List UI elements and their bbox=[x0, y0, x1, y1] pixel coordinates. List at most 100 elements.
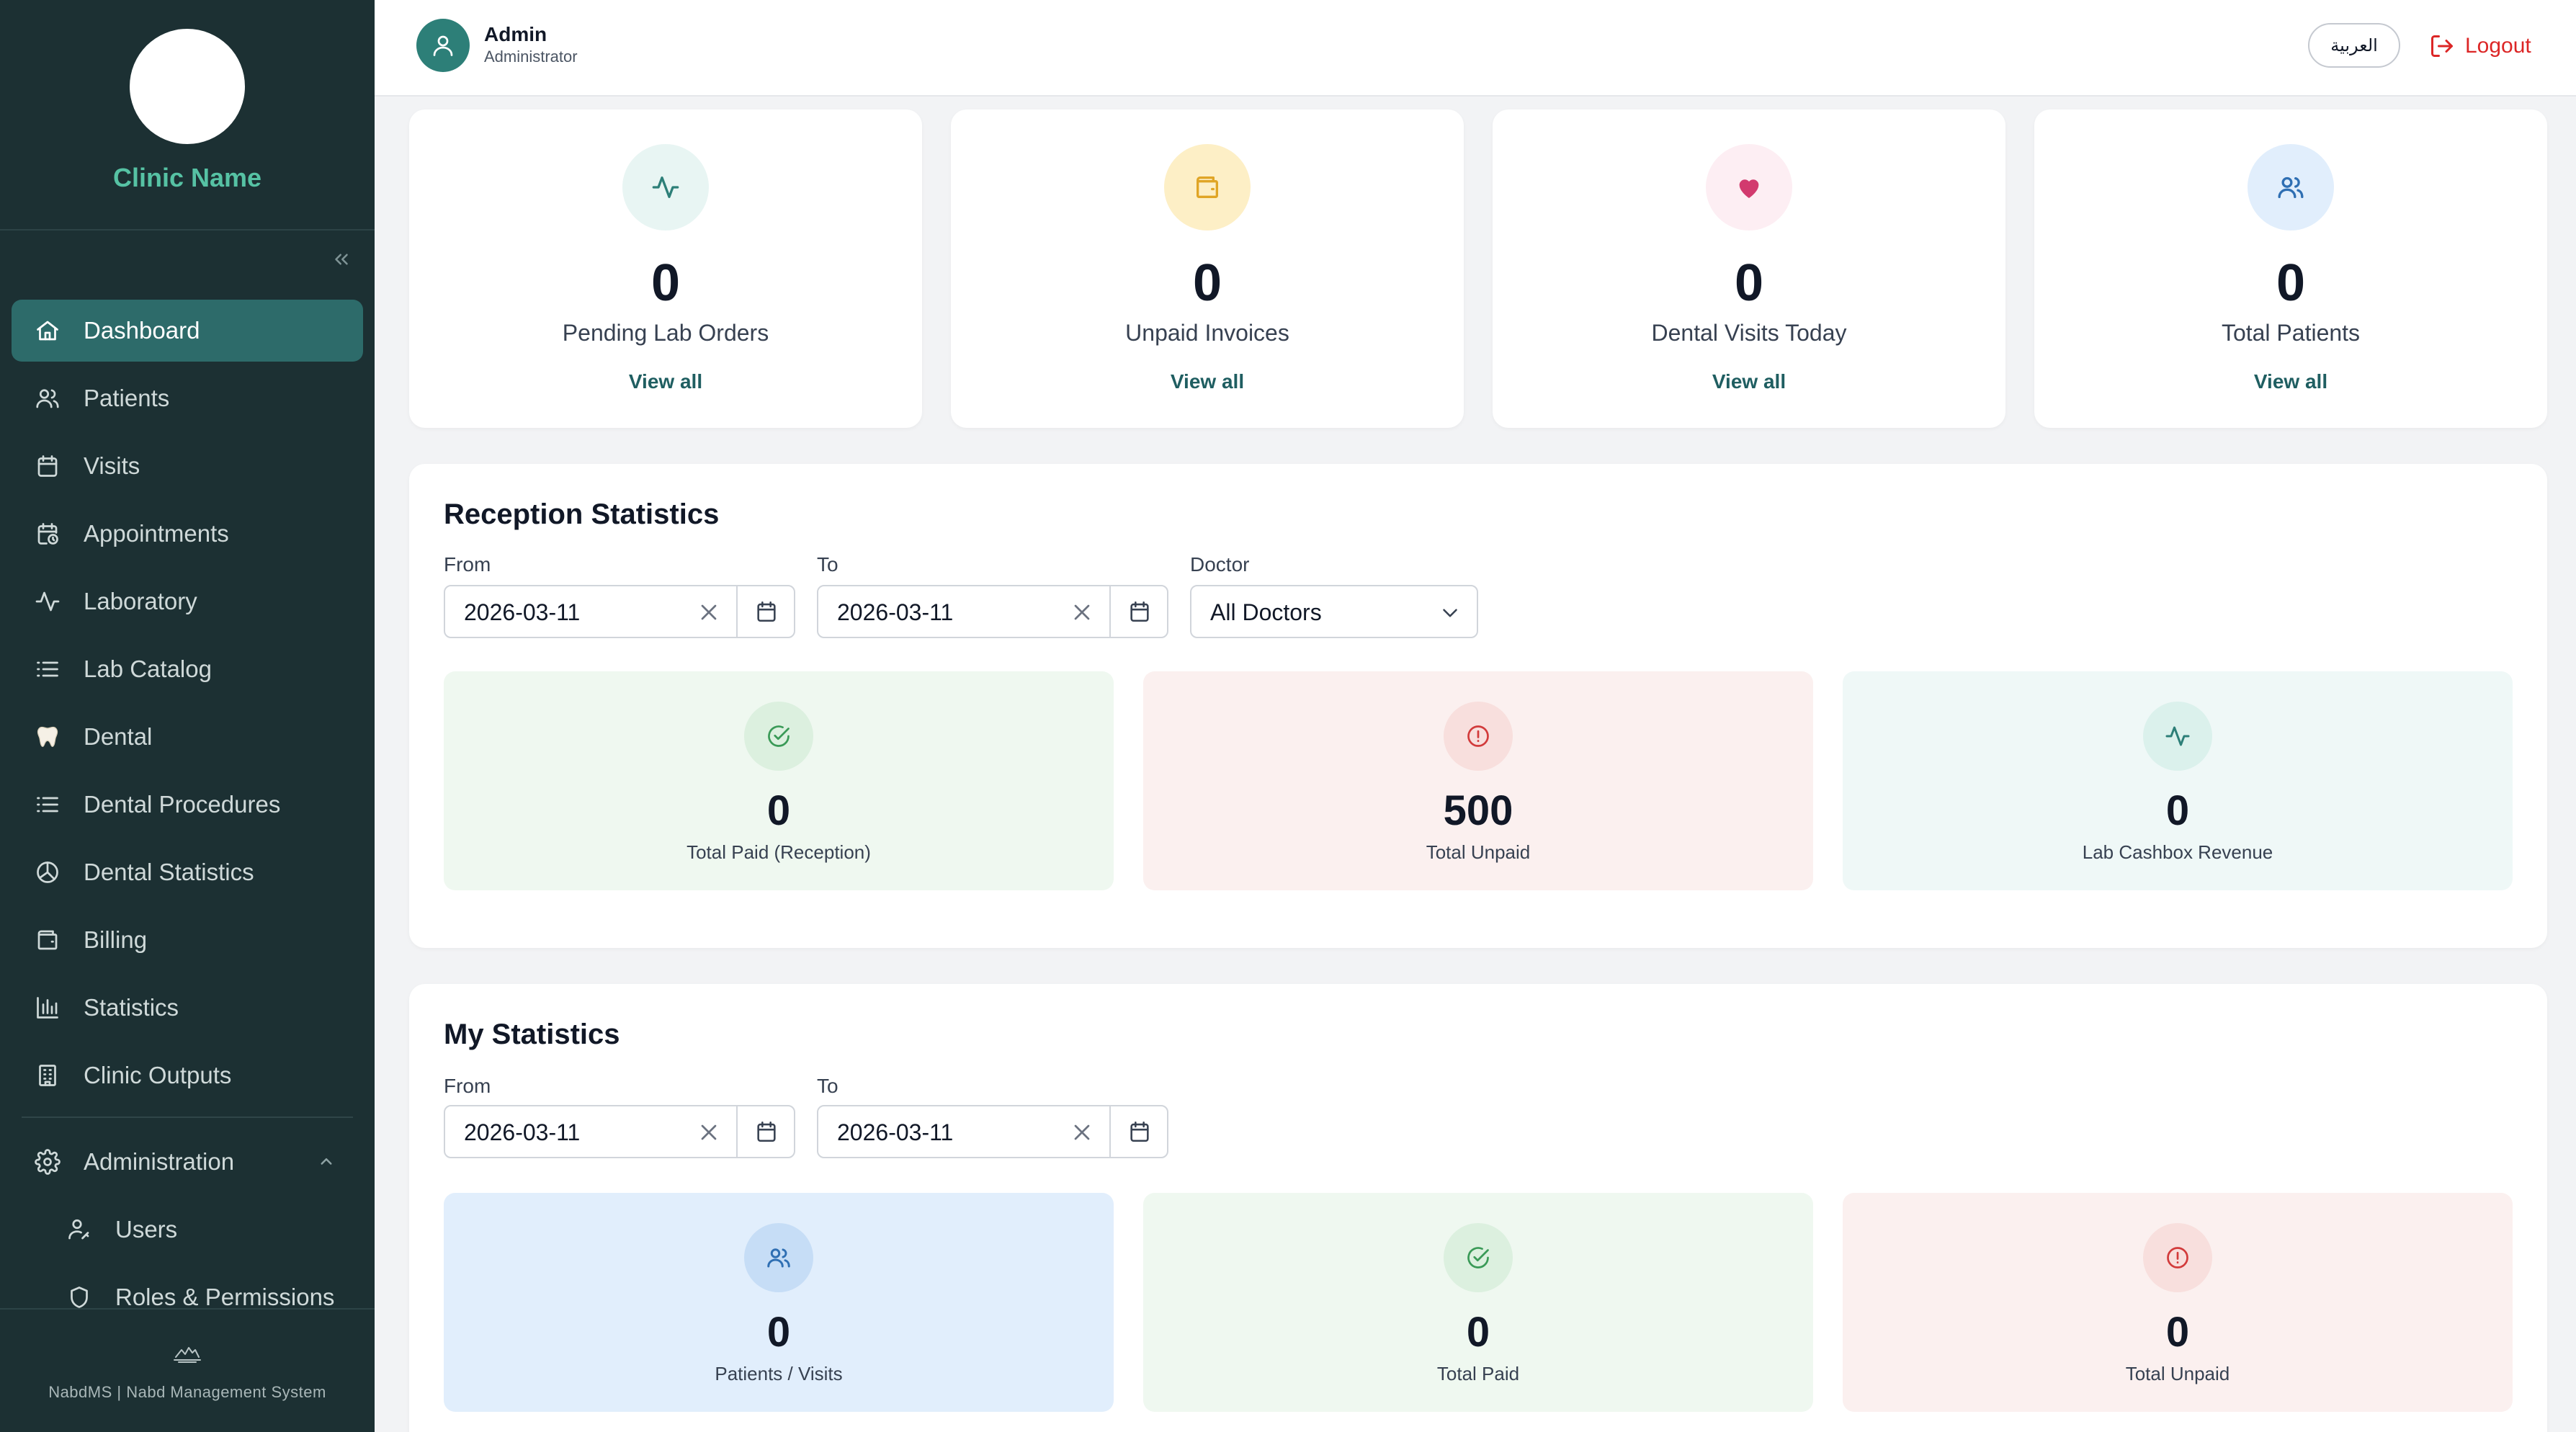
card-value: 0 bbox=[1192, 254, 1222, 312]
tile-value: 0 bbox=[2165, 787, 2190, 834]
sidebar-item-dental[interactable]: Dental bbox=[12, 706, 363, 768]
to-date-value: 2026-03-11 bbox=[837, 1119, 954, 1145]
total-unpaid-tile: 0 Total Unpaid bbox=[1843, 1193, 2513, 1412]
tile-value: 0 bbox=[766, 1309, 791, 1356]
clear-icon[interactable] bbox=[1069, 599, 1095, 625]
sidebar-item-label: Laboratory bbox=[84, 588, 197, 614]
card-label: Dental Visits Today bbox=[1651, 320, 1847, 346]
check-circle-icon bbox=[1444, 1223, 1513, 1292]
to-date-field[interactable]: 2026-03-11 bbox=[817, 585, 1168, 638]
pending-lab-orders-card: 0 Pending Lab Orders View all bbox=[409, 109, 922, 428]
clear-icon[interactable] bbox=[1069, 1119, 1095, 1145]
calendar-icon[interactable] bbox=[1109, 1106, 1168, 1157]
sidebar-item-visits[interactable]: Visits bbox=[12, 435, 363, 497]
wallet-icon bbox=[33, 926, 62, 954]
reception-statistics-panel: Reception Statistics From 2026-03-11 To … bbox=[409, 464, 2547, 948]
sidebar-nav: Dashboard Patients Visits Appointments L… bbox=[12, 300, 363, 1334]
to-date-field[interactable]: 2026-03-11 bbox=[817, 1105, 1168, 1158]
collapse-sidebar-icon[interactable] bbox=[326, 248, 357, 271]
sidebar-item-label: Clinic Outputs bbox=[84, 1062, 232, 1088]
alert-circle-icon bbox=[1444, 702, 1513, 771]
sidebar-item-label: Patients bbox=[84, 385, 170, 411]
sidebar-item-clinic-outputs[interactable]: Clinic Outputs bbox=[12, 1044, 363, 1106]
sidebar-item-dashboard[interactable]: Dashboard bbox=[12, 300, 363, 362]
sidebar: Clinic Name Dashboard Patients Visits bbox=[0, 0, 375, 1432]
sidebar-item-label: Administration bbox=[84, 1148, 235, 1175]
sidebar-item-users[interactable]: Users bbox=[12, 1199, 363, 1261]
logout-button[interactable]: Logout bbox=[2429, 30, 2531, 62]
view-all-link[interactable]: View all bbox=[1170, 370, 1245, 393]
list-icon bbox=[33, 655, 62, 684]
calendar-icon bbox=[33, 452, 62, 480]
home-icon bbox=[33, 316, 62, 345]
shield-icon bbox=[65, 1283, 94, 1312]
sidebar-item-label: Statistics bbox=[84, 994, 179, 1021]
avatar[interactable] bbox=[416, 19, 470, 72]
calendar-icon[interactable] bbox=[736, 586, 795, 637]
view-all-link[interactable]: View all bbox=[2253, 370, 2328, 393]
doctor-select[interactable]: All Doctors bbox=[1190, 585, 1478, 638]
chevron-down-icon bbox=[1438, 601, 1462, 625]
tile-label: Lab Cashbox Revenue bbox=[2082, 841, 2273, 863]
total-patients-card: 0 Total Patients View all bbox=[2034, 109, 2547, 428]
users-icon bbox=[33, 384, 62, 413]
bar-chart-icon bbox=[33, 993, 62, 1022]
tile-label: Total Unpaid bbox=[1426, 841, 1531, 863]
nav-divider bbox=[22, 1116, 353, 1118]
language-toggle-button[interactable]: العربية bbox=[2308, 23, 2400, 68]
view-all-link[interactable]: View all bbox=[628, 370, 703, 393]
from-date-field[interactable]: 2026-03-11 bbox=[444, 1105, 795, 1158]
card-label: Pending Lab Orders bbox=[562, 320, 769, 346]
sidebar-item-lab-catalog[interactable]: Lab Catalog bbox=[12, 638, 363, 700]
building-icon bbox=[33, 1061, 62, 1090]
chevron-up-icon bbox=[316, 1151, 337, 1173]
card-value: 0 bbox=[650, 254, 681, 312]
patients-visits-tile: 0 Patients / Visits bbox=[444, 1193, 1114, 1412]
from-date-field[interactable]: 2026-03-11 bbox=[444, 585, 795, 638]
sidebar-footer: NabdMS | Nabd Management System bbox=[0, 1308, 375, 1432]
doctor-select-value: All Doctors bbox=[1210, 599, 1322, 625]
user-key-icon bbox=[65, 1215, 94, 1244]
brand: Clinic Name bbox=[0, 0, 375, 231]
sidebar-item-label: Dashboard bbox=[84, 317, 200, 344]
users-icon bbox=[2248, 144, 2334, 231]
sidebar-item-label: Appointments bbox=[84, 520, 229, 547]
sidebar-item-statistics[interactable]: Statistics bbox=[12, 977, 363, 1039]
sidebar-item-dental-statistics[interactable]: Dental Statistics bbox=[12, 841, 363, 903]
calendar-icon[interactable] bbox=[1109, 586, 1168, 637]
alert-circle-icon bbox=[2143, 1223, 2212, 1292]
sidebar-item-label: Dental bbox=[84, 723, 153, 750]
logout-icon bbox=[2429, 33, 2465, 59]
tile-value: 0 bbox=[766, 787, 791, 834]
activity-icon bbox=[2143, 702, 2212, 771]
users-icon bbox=[744, 1223, 813, 1292]
total-paid-reception-tile: 0 Total Paid (Reception) bbox=[444, 671, 1114, 890]
sidebar-item-laboratory[interactable]: Laboratory bbox=[12, 570, 363, 632]
dental-visits-today-card: 0 Dental Visits Today View all bbox=[1493, 109, 2005, 428]
sidebar-item-roles-permissions[interactable]: Roles & Permissions bbox=[12, 1266, 363, 1328]
from-date-value: 2026-03-11 bbox=[464, 599, 581, 625]
sidebar-item-appointments[interactable]: Appointments bbox=[12, 503, 363, 565]
list-icon bbox=[33, 790, 62, 819]
card-label: Total Patients bbox=[2221, 320, 2361, 346]
footer-text: NabdMS | Nabd Management System bbox=[48, 1383, 326, 1401]
card-label: Unpaid Invoices bbox=[1125, 320, 1289, 346]
sidebar-item-billing[interactable]: Billing bbox=[12, 909, 363, 971]
sidebar-item-administration[interactable]: Administration bbox=[12, 1131, 363, 1193]
calendar-clock-icon bbox=[33, 519, 62, 548]
calendar-icon[interactable] bbox=[736, 1106, 795, 1157]
clear-icon[interactable] bbox=[696, 1119, 722, 1145]
panel-title: Reception Statistics bbox=[444, 498, 720, 530]
total-unpaid-tile: 500 Total Unpaid bbox=[1143, 671, 1813, 890]
check-circle-icon bbox=[744, 702, 813, 771]
to-label: To bbox=[817, 553, 838, 576]
sidebar-item-patients[interactable]: Patients bbox=[12, 367, 363, 429]
heart-icon bbox=[1706, 144, 1792, 231]
sidebar-item-dental-procedures[interactable]: Dental Procedures bbox=[12, 774, 363, 836]
clear-icon[interactable] bbox=[696, 599, 722, 625]
view-all-link[interactable]: View all bbox=[1712, 370, 1786, 393]
lab-cashbox-revenue-tile: 0 Lab Cashbox Revenue bbox=[1843, 671, 2513, 890]
from-label: From bbox=[444, 1075, 491, 1097]
to-date-value: 2026-03-11 bbox=[837, 599, 954, 625]
from-date-value: 2026-03-11 bbox=[464, 1119, 581, 1145]
